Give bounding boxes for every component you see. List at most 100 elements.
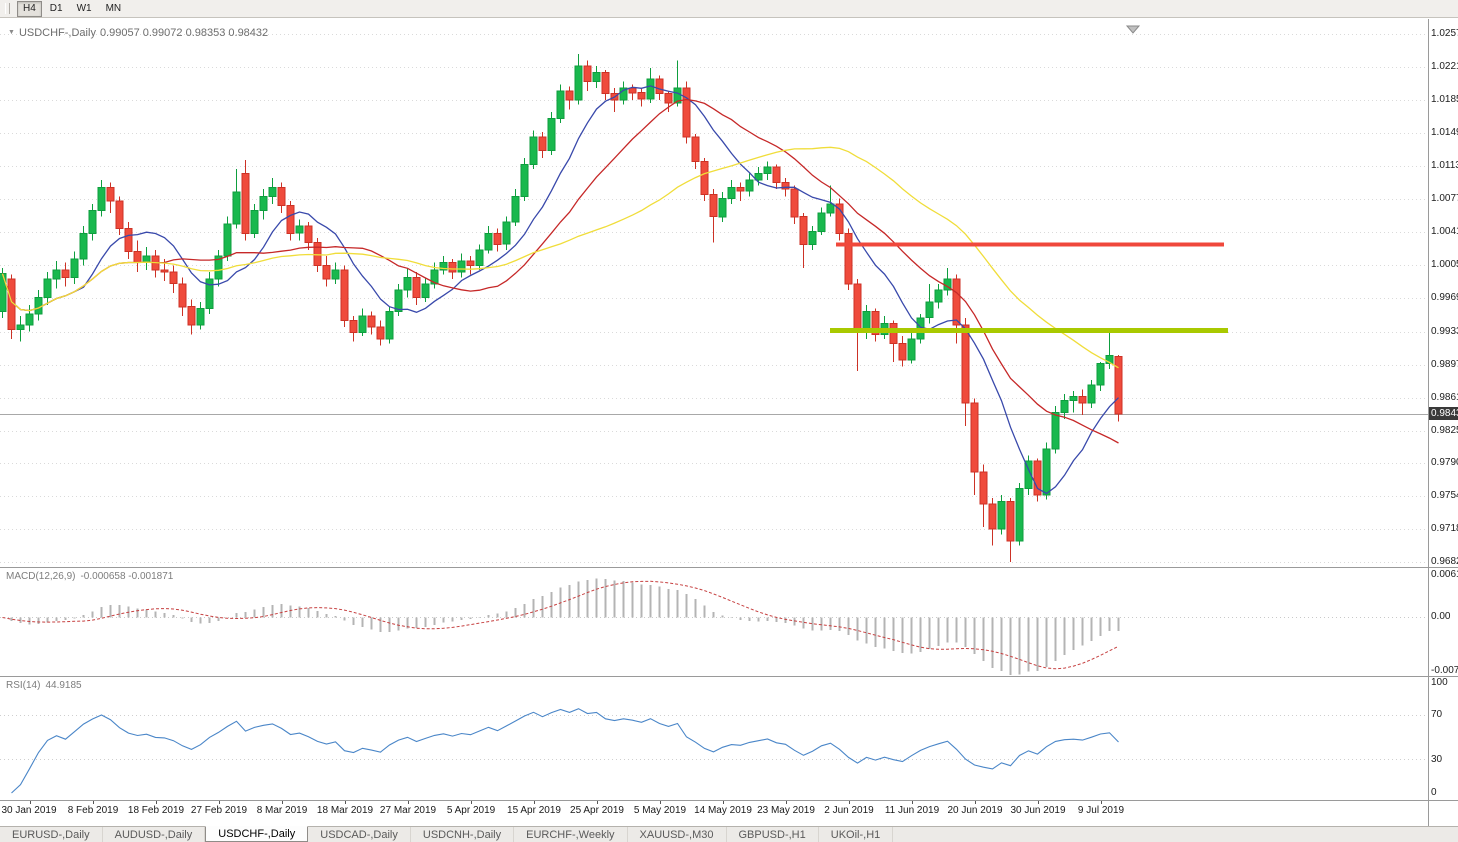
macd-label: MACD(12,26,9) bbox=[6, 571, 76, 582]
price-axis-label: 1.00050 bbox=[1431, 259, 1458, 270]
timeframe-button-h4[interactable]: H4 bbox=[17, 0, 42, 17]
date-axis-label: 30 Jun 2019 bbox=[1010, 805, 1066, 816]
rsi-panel-separator[interactable] bbox=[0, 676, 1458, 677]
price-axis-label: 0.96820 bbox=[1431, 556, 1458, 567]
price-axis-label: 0.97900 bbox=[1431, 457, 1458, 468]
date-tick bbox=[597, 801, 598, 804]
current-price-tag: 0.98432 bbox=[1429, 407, 1458, 420]
macd-axis-label: 0.00 bbox=[1431, 611, 1451, 622]
price-axis-label: 1.00770 bbox=[1431, 193, 1458, 204]
rsi-axis-label: 100 bbox=[1431, 677, 1448, 688]
date-tick bbox=[1101, 801, 1102, 804]
date-axis-label: 9 Jul 2019 bbox=[1077, 805, 1125, 816]
tab-usdcnh-daily[interactable]: USDCNH-,Daily bbox=[411, 827, 515, 842]
chart-dropdown-icon[interactable]: ▼ bbox=[8, 29, 15, 36]
date-axis-label: 27 Mar 2019 bbox=[379, 805, 437, 816]
toolbar-grip[interactable] bbox=[5, 3, 10, 14]
rsi-axis-label: 0 bbox=[1431, 787, 1437, 798]
macd-axis-label: 0.00613 bbox=[1431, 569, 1458, 580]
chart-tabs-bar: EURUSD-,Daily AUDUSD-,Daily USDCHF-,Daily U… bbox=[0, 826, 1458, 842]
price-axis-label: 0.98610 bbox=[1431, 392, 1458, 403]
date-tick bbox=[93, 801, 94, 804]
date-tick bbox=[408, 801, 409, 804]
tab-usdcad-daily[interactable]: USDCAD-,Daily bbox=[308, 827, 411, 842]
price-axis-label: 0.99690 bbox=[1431, 292, 1458, 303]
chart-title: ▼ USDCHF-,Daily 0.99057 0.99072 0.98353 0.… bbox=[8, 27, 272, 39]
date-tick bbox=[912, 801, 913, 804]
main-chart-panel bbox=[0, 19, 1428, 567]
rsi-title: RSI(14) 44.9185 bbox=[6, 680, 87, 691]
price-scale[interactable]: 1.02570 1.02210 1.01850 1.01490 1.01130 1.007… bbox=[1428, 19, 1458, 826]
date-axis-label: 11 Jun 2019 bbox=[884, 805, 940, 816]
chart-shift-marker[interactable] bbox=[1125, 25, 1141, 34]
date-axis-label: 30 Jan 2019 bbox=[1, 805, 57, 816]
chart-workspace: ▼ USDCHF-,Daily 0.99057 0.99072 0.98353 0.… bbox=[0, 19, 1458, 826]
price-axis-label: 1.01130 bbox=[1431, 160, 1458, 171]
date-axis-label: 18 Feb 2019 bbox=[127, 805, 185, 816]
rsi-axis-label: 30 bbox=[1431, 754, 1443, 765]
date-tick bbox=[786, 801, 787, 804]
timeframe-button-w1[interactable]: W1 bbox=[76, 2, 92, 14]
rsi-axis-label: 70 bbox=[1431, 709, 1443, 720]
price-axis-label: 1.02570 bbox=[1431, 28, 1458, 39]
date-axis-label: 27 Feb 2019 bbox=[190, 805, 248, 816]
price-axis-label: 1.02210 bbox=[1431, 61, 1458, 72]
date-axis-label: 20 Jun 2019 bbox=[947, 805, 1003, 816]
date-axis-label: 25 Apr 2019 bbox=[570, 805, 624, 816]
date-tick bbox=[1038, 801, 1039, 804]
date-axis[interactable]: 30 Jan 2019 8 Feb 2019 18 Feb 2019 27 Feb 2… bbox=[0, 801, 1428, 826]
rsi-panel bbox=[0, 677, 1428, 800]
rsi-value: 44.9185 bbox=[45, 680, 82, 691]
macd-axis-label: -0.0076124 bbox=[1431, 665, 1458, 676]
date-tick bbox=[975, 801, 976, 804]
chart-ohlc-values: 0.99057 0.99072 0.98353 0.98432 bbox=[99, 27, 269, 39]
chart-symbol-period: USDCHF-,Daily bbox=[18, 27, 96, 39]
price-axis-label: 1.01490 bbox=[1431, 127, 1458, 138]
timeframe-toolbar: H4 D1 W1 MN bbox=[0, 0, 1458, 18]
tab-eurchf-weekly[interactable]: EURCHF-,Weekly bbox=[514, 827, 628, 842]
macd-title: MACD(12,26,9) -0.000658 -0.001871 bbox=[6, 571, 178, 582]
main-chart-canvas[interactable] bbox=[0, 19, 1428, 567]
date-tick bbox=[30, 801, 31, 804]
timeframe-buttons: H4 D1 W1 MN bbox=[16, 0, 128, 17]
date-tick bbox=[534, 801, 535, 804]
date-axis-label: 8 Mar 2019 bbox=[256, 805, 308, 816]
date-axis-label: 18 Mar 2019 bbox=[316, 805, 374, 816]
date-axis-label: 14 May 2019 bbox=[694, 805, 752, 816]
date-tick bbox=[282, 801, 283, 804]
date-axis-label: 8 Feb 2019 bbox=[67, 805, 119, 816]
price-axis-label: 0.98970 bbox=[1431, 359, 1458, 370]
rsi-canvas[interactable] bbox=[0, 677, 1428, 800]
date-tick bbox=[660, 801, 661, 804]
timeframe-button-d1[interactable]: D1 bbox=[49, 2, 63, 14]
tab-xauusd-m30[interactable]: XAUUSD-,M30 bbox=[628, 827, 727, 842]
timeframe-button-mn[interactable]: MN bbox=[105, 2, 122, 14]
rsi-label: RSI(14) bbox=[6, 680, 41, 691]
price-scale-rsi: 100 70 30 0 bbox=[1429, 677, 1458, 800]
tab-ukoil-h1[interactable]: UKOil-,H1 bbox=[819, 827, 894, 842]
price-axis-label: 0.97180 bbox=[1431, 523, 1458, 534]
date-axis-label: 2 Jun 2019 bbox=[824, 805, 874, 816]
price-axis-label: 1.01850 bbox=[1431, 94, 1458, 105]
macd-panel-separator[interactable] bbox=[0, 567, 1458, 568]
date-axis-separator bbox=[0, 800, 1458, 801]
price-scale-main: 1.02570 1.02210 1.01850 1.01490 1.01130 1.007… bbox=[1429, 19, 1458, 567]
tab-usdchf-daily[interactable]: USDCHF-,Daily bbox=[205, 826, 309, 842]
price-axis-label: 0.98250 bbox=[1431, 425, 1458, 436]
date-axis-label: 5 Apr 2019 bbox=[446, 805, 496, 816]
tab-audusd-daily[interactable]: AUDUSD-,Daily bbox=[103, 827, 206, 842]
date-axis-label: 15 Apr 2019 bbox=[507, 805, 561, 816]
price-axis-label: 1.00410 bbox=[1431, 226, 1458, 237]
macd-panel bbox=[0, 568, 1428, 676]
price-scale-macd: 0.00613 0.00 -0.0076124 bbox=[1429, 568, 1458, 676]
date-tick bbox=[156, 801, 157, 804]
macd-canvas[interactable] bbox=[0, 568, 1428, 676]
date-tick bbox=[471, 801, 472, 804]
date-tick bbox=[723, 801, 724, 804]
date-axis-label: 23 May 2019 bbox=[757, 805, 815, 816]
macd-values: -0.000658 -0.001871 bbox=[80, 571, 174, 582]
price-axis-label: 0.97540 bbox=[1431, 490, 1458, 501]
date-axis-label: 5 May 2019 bbox=[633, 805, 687, 816]
tab-eurusd-daily[interactable]: EURUSD-,Daily bbox=[0, 827, 103, 842]
tab-gbpusd-h1[interactable]: GBPUSD-,H1 bbox=[727, 827, 819, 842]
